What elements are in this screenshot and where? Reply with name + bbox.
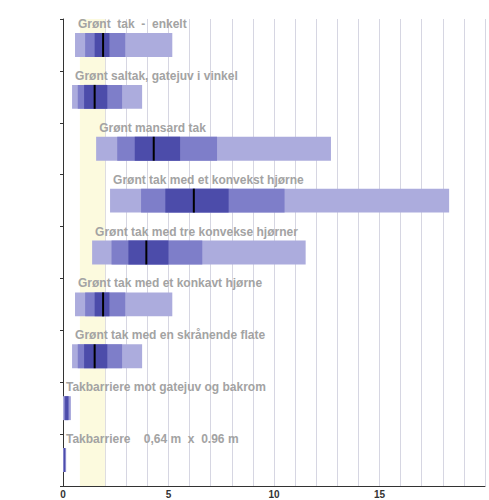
svg-text:Takbarriere mot gatejuv og bak: Takbarriere mot gatejuv og bakrom [66,380,266,394]
svg-text:Takbarriere 0,64 m x 0.96: Takbarriere 0,64 m x 0.96 m [66,432,239,446]
svg-text:0: 0 [60,489,66,500]
svg-text:15: 15 [374,489,386,500]
svg-text:Grønt saltak, gatejuv i vinkel: Grønt saltak, gatejuv i vinkel [75,69,238,83]
svg-text:5: 5 [166,489,172,500]
svg-text:Grønt tak med tre konvekse hjø: Grønt tak med tre konvekse hjørner [95,225,298,239]
svg-text:10: 10 [268,489,280,500]
svg-text:Grønt tak med en skrånende fla: Grønt tak med en skrånende flate [75,328,265,342]
svg-text:Grønt mansard tak: Grønt mansard tak [99,121,206,135]
svg-text:Grønt tak med et konvekst hjør: Grønt tak med et konvekst hjørne [113,173,304,187]
svg-text:Grønt tak med et konkavt hjørn: Grønt tak med et konkavt hjørne [78,276,262,290]
svg-text:Grønt tak - enkelt: Grønt tak - enkelt [78,17,187,31]
